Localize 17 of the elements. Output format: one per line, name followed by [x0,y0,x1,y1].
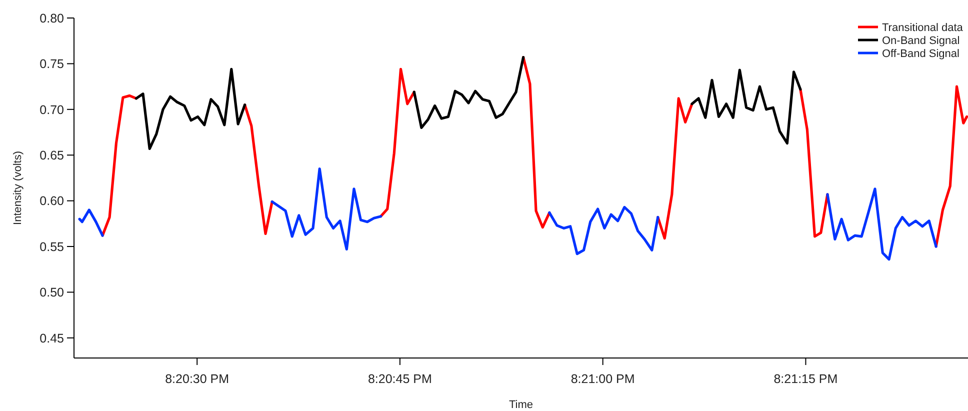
y-tick-label: 0.50 [40,286,64,300]
y-tick-label: 0.45 [40,331,64,346]
y-tick-label: 0.75 [40,57,64,72]
legend-label: On-Band Signal [882,34,960,47]
x-tick-label: 8:21:00 PM [570,372,635,386]
x-tick-label: 8:20:45 PM [368,372,432,386]
y-tick-label: 0.65 [40,148,64,162]
y-tick-label: 0.80 [40,11,64,26]
y-tick-label: 0.60 [40,194,64,208]
x-tick-label: 8:20:30 PM [165,372,230,386]
y-tick-label: 0.55 [40,240,64,254]
x-axis-title: Time [508,399,534,411]
y-axis-title: Intensity (volts) [12,151,24,225]
legend-label: Transitional data [882,22,964,34]
legend-label: Off-Band Signal [882,48,960,60]
y-tick-label: 0.70 [40,102,64,117]
x-tick-label: 8:21:15 PM [774,372,838,386]
